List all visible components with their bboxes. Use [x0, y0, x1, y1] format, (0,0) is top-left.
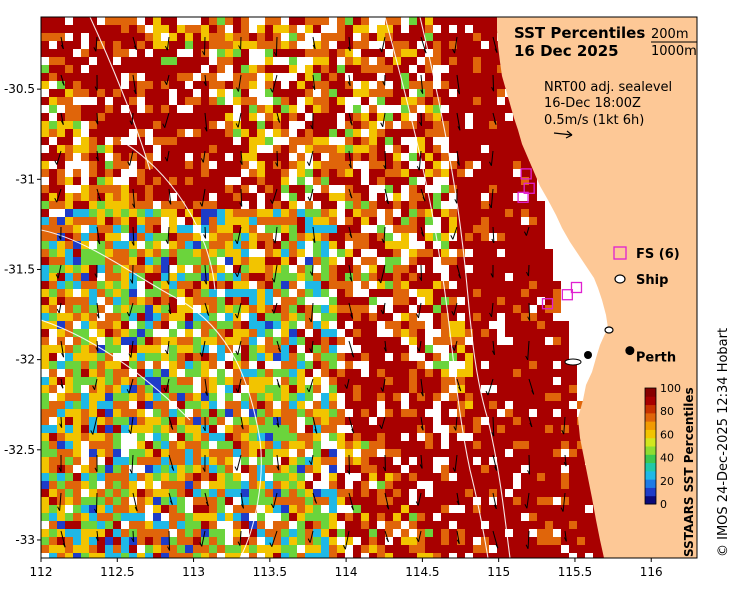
legend-ship: Ship — [614, 273, 668, 288]
map-frame — [40, 16, 698, 559]
rottnest-island — [564, 326, 614, 366]
legend-fs: FS (6) — [613, 246, 680, 262]
latitude-axis: -30.5 -31 -31.5 -32 -32.5 -33 — [4, 82, 41, 547]
x-tick-label: 116 — [640, 565, 663, 579]
colorbar-tick-label: 20 — [660, 475, 674, 488]
map-title-line1: SST Percentiles — [514, 24, 645, 42]
colorbar-tick-label: 40 — [660, 452, 674, 465]
surface-current-vectors — [54, 36, 567, 551]
credit-text: © IMOS 24-Dec-2025 12:34 Hobart — [716, 328, 731, 557]
x-tick-label: 115 — [487, 565, 510, 579]
legend-ship-label: Ship — [636, 273, 668, 288]
perth-marker — [625, 346, 635, 356]
colorbar-tick-label: 80 — [660, 405, 674, 418]
fs-site-marker — [523, 182, 535, 194]
current-scale-arrow — [553, 130, 573, 139]
colorbar-title: SSTAARS SST Percentiles — [682, 387, 696, 557]
x-tick-label: 112 — [30, 565, 53, 579]
fs-site-marker — [541, 298, 554, 310]
legend-fs-label: FS (6) — [636, 247, 680, 262]
longitude-axis: 112 112.5 113 113.5 114 114.5 115 115.5 116 — [30, 558, 663, 579]
y-tick-label: -31 — [15, 172, 35, 186]
y-tick-label: -30.5 — [4, 82, 35, 96]
fs-site-marker — [561, 289, 573, 301]
contour-key-1000m: 1000m — [651, 44, 697, 59]
fs-site-marker — [570, 281, 583, 294]
contour-key-200m: 200m — [651, 27, 688, 42]
sst-percentile-field — [41, 17, 609, 558]
x-tick-label: 114 — [335, 565, 358, 579]
y-tick-label: -33 — [15, 533, 35, 547]
place-label-perth: Perth — [636, 351, 676, 366]
x-tick-label: 115.5 — [558, 565, 592, 579]
current-scale-label: 0.5m/s (1kt 6h) — [544, 113, 644, 128]
map-title-line2: 16 Dec 2025 — [514, 42, 619, 60]
y-tick-label: -31.5 — [4, 262, 35, 276]
ship-marker-icon — [614, 274, 626, 284]
colorbar-tick-label: 100 — [660, 382, 681, 395]
colorbar: 100 80 60 40 20 0 — [644, 382, 681, 511]
colorbar-tick-label: 0 — [660, 498, 667, 511]
x-tick-label: 113.5 — [253, 565, 287, 579]
x-tick-label: 114.5 — [405, 565, 439, 579]
current-source-label: NRT00 adj. sealevel — [544, 80, 672, 95]
x-tick-label: 112.5 — [100, 565, 134, 579]
current-time-label: 16-Dec 18:00Z — [544, 96, 641, 111]
fs-site-marker — [517, 191, 529, 203]
y-tick-label: -32.5 — [4, 443, 35, 457]
fs-site-marker — [520, 168, 532, 180]
bathymetry-contours — [41, 17, 511, 558]
y-tick-label: -32 — [15, 353, 35, 367]
x-tick-label: 113 — [182, 565, 205, 579]
fs-site-markers — [517, 168, 583, 310]
colorbar-tick-label: 60 — [660, 428, 674, 441]
fs-marker-icon — [613, 246, 627, 260]
